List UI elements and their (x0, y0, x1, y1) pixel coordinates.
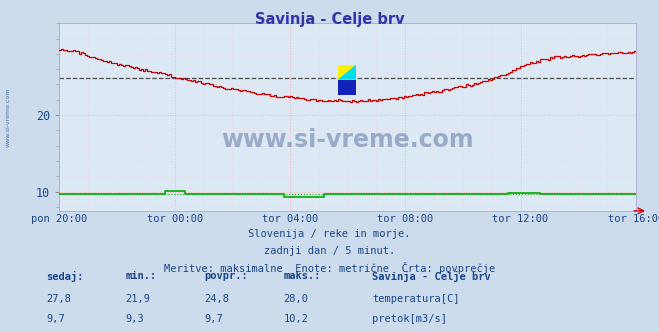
Text: 9,7: 9,7 (204, 314, 223, 324)
Text: maks.:: maks.: (283, 271, 321, 281)
Polygon shape (337, 80, 356, 95)
Text: 21,9: 21,9 (125, 294, 150, 304)
Text: Slovenija / reke in morje.: Slovenija / reke in morje. (248, 229, 411, 239)
Polygon shape (337, 65, 356, 80)
Text: 27,8: 27,8 (46, 294, 71, 304)
Text: 9,3: 9,3 (125, 314, 144, 324)
Text: 28,0: 28,0 (283, 294, 308, 304)
Text: Meritve: maksimalne  Enote: metrične  Črta: povprečje: Meritve: maksimalne Enote: metrične Črta… (164, 262, 495, 274)
Text: min.:: min.: (125, 271, 156, 281)
Text: 9,7: 9,7 (46, 314, 65, 324)
Text: www.si-vreme.com: www.si-vreme.com (6, 87, 11, 147)
Text: povpr.:: povpr.: (204, 271, 248, 281)
Text: 24,8: 24,8 (204, 294, 229, 304)
Text: pretok[m3/s]: pretok[m3/s] (372, 314, 447, 324)
Text: 10,2: 10,2 (283, 314, 308, 324)
Text: temperatura[C]: temperatura[C] (372, 294, 460, 304)
Text: zadnji dan / 5 minut.: zadnji dan / 5 minut. (264, 246, 395, 256)
Text: www.si-vreme.com: www.si-vreme.com (221, 127, 474, 151)
Text: sedaj:: sedaj: (46, 271, 84, 282)
Text: Savinja - Celje brv: Savinja - Celje brv (372, 271, 491, 282)
Polygon shape (337, 65, 356, 80)
Text: Savinja - Celje brv: Savinja - Celje brv (254, 12, 405, 27)
